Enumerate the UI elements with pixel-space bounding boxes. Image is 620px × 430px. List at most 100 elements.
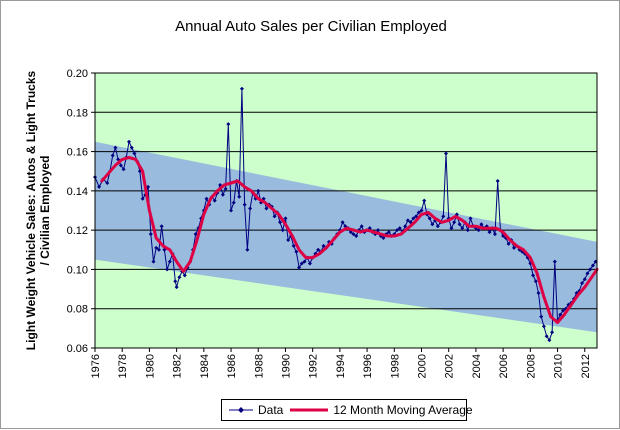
y-tick-label: 0.06 xyxy=(67,343,88,355)
data-point xyxy=(397,226,402,231)
x-tick-label: 1980 xyxy=(144,354,156,378)
data-point xyxy=(419,208,424,213)
y-axis: 0.06 0.08 0.10 0.12 0.14 0.16 0.18 0.20 xyxy=(67,68,95,355)
data-point xyxy=(299,261,304,266)
data-point xyxy=(492,232,497,237)
plot-border xyxy=(94,72,598,349)
series-layer xyxy=(93,86,599,343)
data-point xyxy=(536,291,541,295)
data-point xyxy=(286,237,291,242)
data-point xyxy=(283,216,288,221)
data-point xyxy=(552,259,557,264)
data-point xyxy=(580,281,585,286)
data-point xyxy=(154,245,159,250)
data-point xyxy=(223,186,228,191)
data-point xyxy=(539,314,544,319)
data-point xyxy=(173,279,178,284)
x-tick-label: 1990 xyxy=(280,354,292,378)
data-point xyxy=(558,312,563,317)
x-tick-label: 2008 xyxy=(525,354,537,378)
data-point xyxy=(248,206,253,211)
data-point xyxy=(159,224,164,229)
y-tick-label: 0.18 xyxy=(67,107,88,119)
y-tick-label: 0.12 xyxy=(67,225,88,237)
y-tick-label: 0.10 xyxy=(67,264,88,276)
data-point xyxy=(272,214,277,219)
data-point xyxy=(148,232,153,237)
data-point xyxy=(512,245,517,250)
data-point xyxy=(465,228,470,233)
data-point xyxy=(156,247,161,252)
x-tick-label: 2012 xyxy=(580,354,592,378)
data-point xyxy=(375,228,380,233)
data-point xyxy=(468,216,473,221)
data-point xyxy=(242,202,247,207)
legend-data-label: Data xyxy=(258,403,284,417)
data-point xyxy=(316,247,321,252)
data-point xyxy=(460,226,465,231)
data-point xyxy=(340,220,345,225)
data-point xyxy=(386,230,391,235)
legend-moving-average-label: 12 Month Moving Average xyxy=(333,403,473,417)
data-point xyxy=(118,163,123,168)
y-axis-label-line2: / Civilian Employed xyxy=(38,155,52,265)
x-tick-label: 1988 xyxy=(253,354,265,378)
data-point xyxy=(231,200,236,205)
data-point xyxy=(239,86,244,91)
legend-item-data: Data xyxy=(228,403,283,417)
data-point xyxy=(487,230,492,235)
legend-moving-average-swatch xyxy=(290,408,329,412)
data-point xyxy=(291,243,296,248)
data-point xyxy=(541,324,546,329)
data-point xyxy=(457,222,462,227)
data-point xyxy=(151,259,156,264)
x-tick-label: 1976 xyxy=(90,354,102,378)
data-point xyxy=(381,236,386,240)
x-tick-label: 1994 xyxy=(335,354,347,378)
x-tick-label: 1996 xyxy=(362,354,374,378)
x-tick-label: 2004 xyxy=(471,354,483,378)
y-tick-label: 0.20 xyxy=(67,68,88,80)
data-point xyxy=(321,243,326,248)
y-tick-label: 0.16 xyxy=(67,147,88,159)
data-point xyxy=(302,259,307,264)
data-point xyxy=(129,145,134,150)
y-tick-label: 0.14 xyxy=(67,186,88,198)
data-point xyxy=(132,151,137,156)
data-point xyxy=(220,192,225,197)
data-point xyxy=(506,241,511,246)
data-point xyxy=(416,210,421,215)
data-point xyxy=(560,308,565,313)
data-point xyxy=(590,263,595,268)
x-tick-label: 2000 xyxy=(417,354,429,378)
data-point xyxy=(193,232,198,237)
x-tick-label: 1978 xyxy=(117,354,129,378)
x-tick-label: 1986 xyxy=(226,354,238,378)
data-point xyxy=(547,338,552,343)
data-point xyxy=(204,196,209,201)
data-point xyxy=(278,220,283,225)
legend: Data 12 Month Moving Average xyxy=(221,399,473,421)
data-point xyxy=(226,122,231,127)
data-point xyxy=(452,220,457,225)
data-point xyxy=(113,145,118,150)
data-point xyxy=(435,224,440,229)
data-point xyxy=(229,208,234,213)
x-tick-label: 1984 xyxy=(199,354,211,378)
legend-item-moving-average: 12 Month Moving Average xyxy=(289,403,473,417)
data-point xyxy=(441,214,446,219)
data-point xyxy=(359,224,364,229)
data-point xyxy=(476,228,481,233)
x-axis: 1976 1978 1980 1982 1984 1986 1988 1990 1992 1994… xyxy=(90,348,592,378)
data-point xyxy=(237,194,242,199)
y-tick-label: 0.08 xyxy=(67,304,88,316)
data-point xyxy=(297,265,302,270)
x-tick-label: 1998 xyxy=(389,354,401,378)
moving-average-line xyxy=(100,156,599,324)
data-point xyxy=(177,275,182,280)
data-point xyxy=(354,234,359,239)
data-point xyxy=(264,206,269,211)
data-point xyxy=(443,151,448,156)
